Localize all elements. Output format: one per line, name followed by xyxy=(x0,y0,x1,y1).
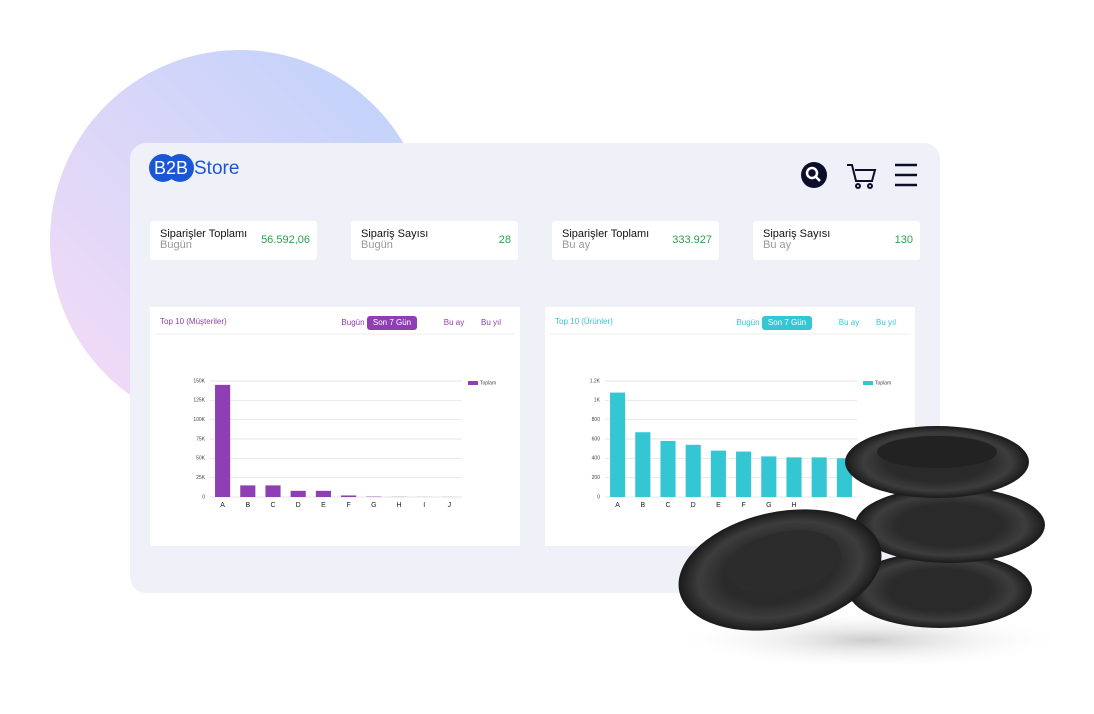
x-tick-label: F xyxy=(346,502,350,509)
chart-title: Top 10 (Müşteriler) xyxy=(160,317,227,326)
bar xyxy=(710,450,726,497)
filter-active[interactable] xyxy=(367,316,417,330)
bar xyxy=(685,444,701,497)
menu-icon[interactable] xyxy=(895,163,917,187)
legend-swatch xyxy=(468,381,478,385)
x-tick-label: C xyxy=(665,502,670,509)
x-tick-label: A xyxy=(615,502,620,509)
x-tick-label: D xyxy=(691,502,696,509)
stat-value: 333.927 xyxy=(672,234,712,246)
y-tick-label: 0 xyxy=(597,494,600,500)
x-tick-label: H xyxy=(791,502,796,509)
cart-icon[interactable] xyxy=(847,164,877,189)
stat-value: 130 xyxy=(895,234,913,246)
y-tick-label: 100K xyxy=(193,417,205,423)
stat-label: Sipariş Sayısı xyxy=(763,228,830,240)
x-tick-label: E xyxy=(321,502,326,509)
stat-card xyxy=(150,221,317,260)
stat-card xyxy=(552,221,719,260)
stat-value: 28 xyxy=(499,234,511,246)
bar xyxy=(761,456,777,497)
stat-sub: Bugün xyxy=(361,239,393,251)
filter[interactable]: Bugün xyxy=(341,318,364,327)
filter[interactable]: Son 7 Gün xyxy=(768,318,806,327)
filter[interactable]: Bu ay xyxy=(839,318,859,327)
logo-text: Store xyxy=(194,158,239,179)
x-tick-label: I xyxy=(423,502,425,509)
filter[interactable]: Bu yıl xyxy=(481,318,501,327)
bar xyxy=(811,457,827,497)
x-tick-label: D xyxy=(296,502,301,509)
x-tick-label: B xyxy=(245,502,250,509)
bar xyxy=(215,384,231,497)
y-tick-label: 50K xyxy=(196,456,206,462)
stat-label: Siparişler Toplamı xyxy=(562,228,649,240)
y-tick-label: 150K xyxy=(193,378,205,384)
filter[interactable]: Bu yıl xyxy=(876,318,896,327)
filter-active[interactable] xyxy=(762,316,812,330)
stat-label: Siparişler Toplamı xyxy=(160,228,247,240)
bar xyxy=(660,440,676,497)
stat-sub: Bugün xyxy=(160,239,192,251)
bar xyxy=(290,490,306,497)
bar xyxy=(341,495,357,497)
y-tick-label: 125K xyxy=(193,398,205,404)
chart-card xyxy=(150,307,520,546)
x-tick-label: F xyxy=(741,502,745,509)
y-tick-label: 200 xyxy=(592,475,601,481)
bar xyxy=(786,457,802,497)
y-tick-label: 75K xyxy=(196,436,206,442)
bar xyxy=(265,485,281,497)
stat-label: Sipariş Sayısı xyxy=(361,228,428,240)
x-tick-label: A xyxy=(220,502,225,509)
y-tick-label: 25K xyxy=(196,475,206,481)
tires xyxy=(670,426,1070,670)
y-tick-label: 400 xyxy=(592,456,601,462)
bar xyxy=(736,451,752,497)
legend-swatch xyxy=(863,381,873,385)
chart-card xyxy=(545,307,915,546)
logo-mark: B2B xyxy=(154,158,188,178)
filter[interactable]: Bu ay xyxy=(444,318,464,327)
bar xyxy=(315,490,331,497)
stat-sub: Bu ay xyxy=(763,239,792,251)
search-icon[interactable] xyxy=(801,162,827,188)
x-tick-label: C xyxy=(270,502,275,509)
x-tick-label: G xyxy=(766,502,771,509)
x-tick-label: E xyxy=(716,502,721,509)
stat-sub: Bu ay xyxy=(562,239,591,251)
chart-title: Top 10 (Ürünler) xyxy=(555,317,613,326)
bar xyxy=(240,485,256,497)
x-tick-label: B xyxy=(640,502,645,509)
x-tick-label: J xyxy=(448,502,452,509)
x-tick-label: G xyxy=(371,502,376,509)
y-tick-label: 0 xyxy=(202,494,205,500)
y-tick-label: 1.2K xyxy=(590,378,601,384)
stat-card xyxy=(351,221,518,260)
logo-circle xyxy=(166,154,194,182)
x-tick-label: H xyxy=(396,502,401,509)
bar xyxy=(610,392,626,497)
bar xyxy=(635,432,651,497)
y-tick-label: 1K xyxy=(594,398,601,404)
stat-card xyxy=(753,221,920,260)
filter[interactable]: Son 7 Gün xyxy=(373,318,411,327)
y-tick-label: 800 xyxy=(592,417,601,423)
y-tick-label: 600 xyxy=(592,436,601,442)
stat-value: 56.592,06 xyxy=(261,234,310,246)
filter[interactable]: Bugün xyxy=(736,318,759,327)
legend-label: Toplam xyxy=(875,380,891,386)
legend-label: Toplam xyxy=(480,380,496,386)
